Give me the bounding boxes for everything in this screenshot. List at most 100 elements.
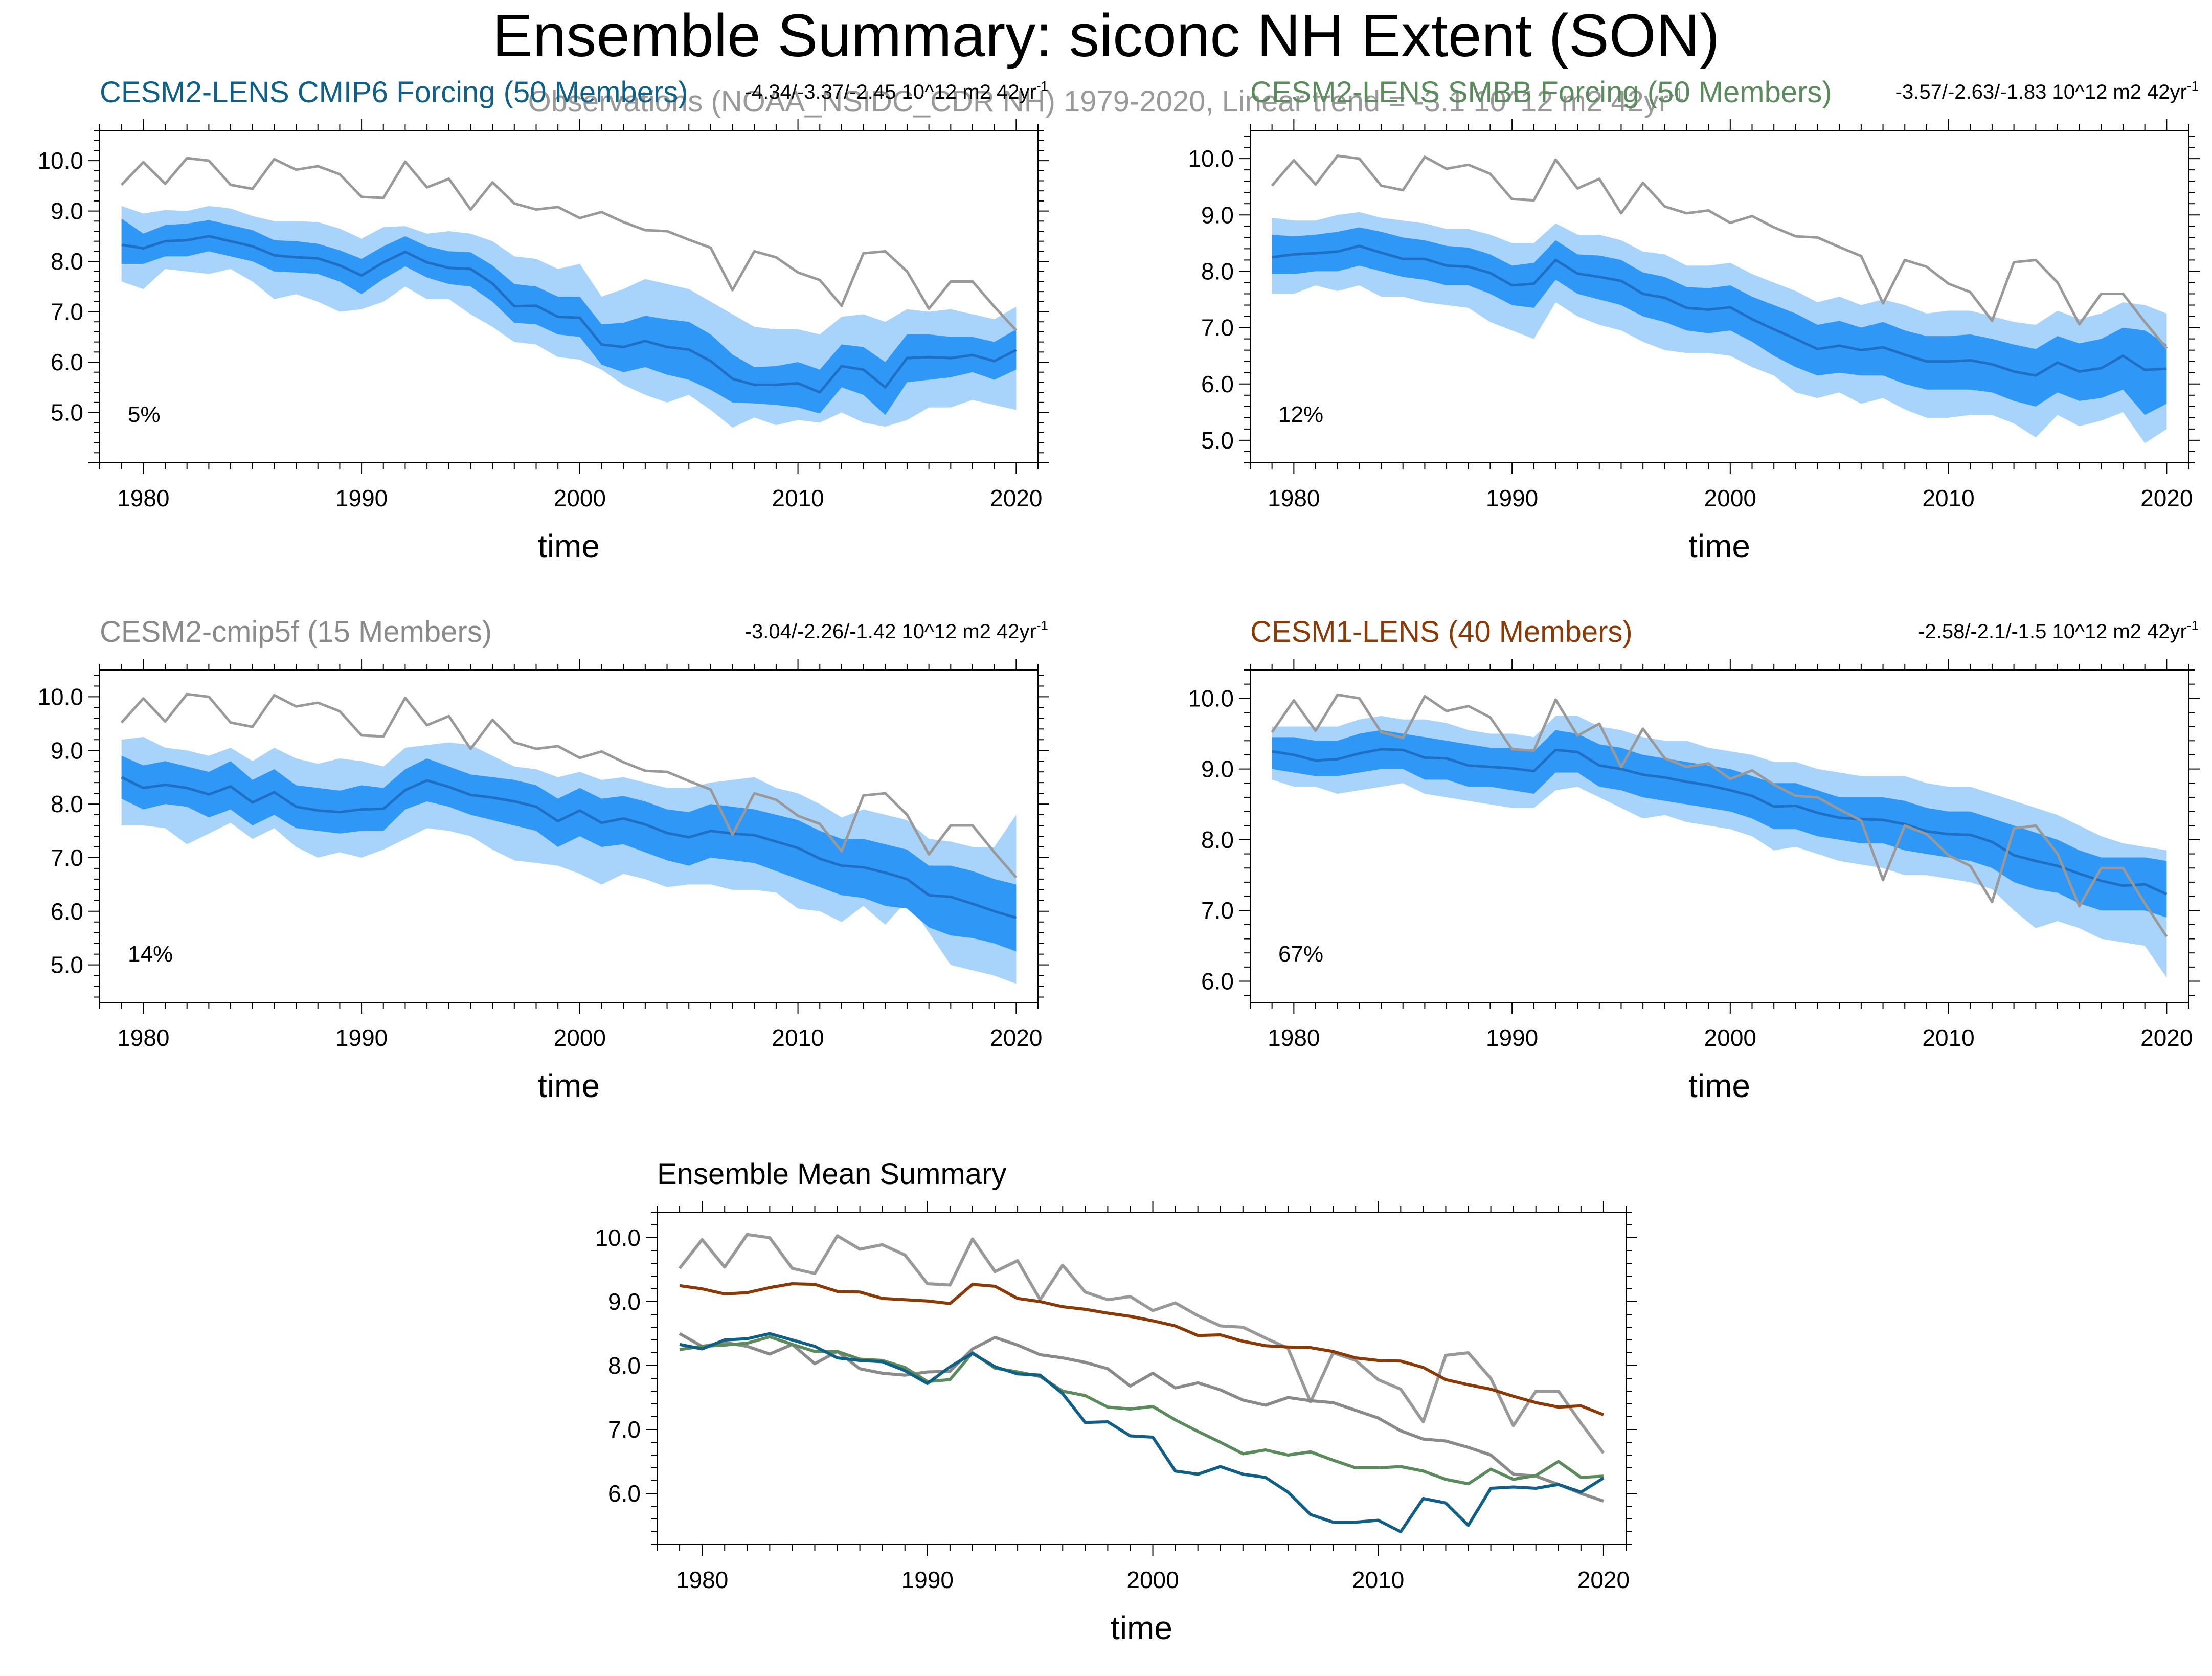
percent-label: 5% (128, 402, 161, 427)
x-tick-label: 1990 (1486, 485, 1538, 511)
ensemble-mean-line (1272, 748, 2168, 896)
y-tick-label: 10.0 (1188, 685, 1234, 711)
y-tick-label: 10.0 (37, 683, 83, 710)
x-tick-label: 1980 (1268, 1024, 1320, 1051)
observations-line (120, 692, 1018, 879)
y-tick-label: 9.0 (1201, 756, 1234, 783)
x-tick-label: 1980 (676, 1567, 728, 1593)
observations-line (1271, 693, 2168, 937)
x-tick-label: 2010 (1352, 1567, 1404, 1593)
y-tick-label: 9.0 (51, 198, 83, 225)
y-tick-label: 5.0 (51, 952, 83, 978)
x-tick-label: 2020 (990, 1024, 1042, 1051)
y-tick-label: 10.0 (1188, 145, 1234, 172)
series-line-cesm2-lens-cmip6 (679, 1332, 1605, 1533)
x-tick-label: 2000 (554, 1024, 606, 1051)
trend-label-text: -4.34/-3.37/-2.45 10^12 m2 42yr (745, 81, 1036, 103)
y-tick-label: 8.0 (1201, 258, 1234, 284)
panel-cesm1: 6.0 7.0 8.0 9.0 10.0 1980 1990 2000 2010 2020 time… (1188, 615, 2200, 1104)
y-tick-label: 6.0 (608, 1480, 641, 1507)
trend-label-text: -3.04/-2.26/-1.42 10^12 m2 42yr (745, 620, 1036, 643)
observations-line (120, 157, 1018, 331)
series-line-cesm2-cmip5f (679, 1332, 1604, 1503)
x-tick-label: 2020 (990, 485, 1042, 511)
series-line-cesm2-lens-smbb (679, 1335, 1604, 1486)
y-tick-label: 6.0 (51, 349, 83, 375)
ensemble-mean-line (121, 235, 1017, 394)
x-tick-label: 2010 (1922, 1024, 1974, 1051)
trend-label-text: -2.58/-2.1/-1.5 10^12 m2 42yr (1918, 620, 2187, 643)
x-tick-label: 2020 (2140, 485, 2193, 511)
x-tick-label: 1980 (117, 1024, 169, 1051)
x-axis-label: time (1111, 1610, 1172, 1646)
x-tick-label: 2020 (1577, 1567, 1630, 1593)
percent-label: 14% (128, 942, 173, 967)
y-tick-label: 6.0 (51, 898, 83, 925)
ensemble-iqr-band (121, 755, 1017, 952)
y-tick-label: 7.0 (1201, 315, 1234, 341)
y-tick-label: 7.0 (608, 1416, 641, 1443)
x-tick-label: 1990 (1486, 1024, 1538, 1051)
y-tick-label: 9.0 (1201, 202, 1234, 228)
trend-label-exponent: -1 (1036, 78, 1048, 94)
x-tick-label: 2000 (554, 485, 606, 511)
y-tick-label: 10.0 (595, 1224, 641, 1251)
x-tick-label: 1980 (1268, 485, 1320, 511)
trend-label: -4.34/-3.37/-2.45 10^12 m2 42yr-1 (745, 78, 1048, 103)
x-tick-label: 2000 (1126, 1567, 1179, 1593)
trend-label-exponent: -1 (1036, 618, 1048, 633)
x-axis-label: time (1688, 528, 1750, 565)
y-tick-label: 8.0 (51, 248, 83, 275)
x-axis-label: time (1688, 1067, 1750, 1104)
x-tick-label: 1990 (335, 1024, 388, 1051)
y-tick-label: 8.0 (1201, 826, 1234, 853)
series-line-cesm1-lens (679, 1282, 1605, 1417)
panel-title: CESM2-LENS CMIP6 Forcing (50 Members) (100, 76, 688, 109)
y-tick-label: 6.0 (1201, 968, 1234, 995)
trend-label-exponent: -1 (2187, 618, 2199, 633)
ensemble-iqr-band (1272, 227, 2167, 415)
panel-cmip6: 5.0 6.0 7.0 8.0 9.0 10.0 1980 1990 2000 2010 2020 t… (37, 76, 1049, 565)
trend-label-exponent: -1 (2187, 78, 2199, 94)
x-tick-label: 1990 (335, 485, 388, 511)
observations-label-text: Observations (NOAA_NSIDC_CDR NH) 1979-20… (528, 85, 1669, 118)
x-axis-label: time (538, 1067, 600, 1104)
percent-label: 67% (1278, 942, 1323, 967)
y-tick-label: 6.0 (1201, 371, 1234, 397)
observations-label-exponent: -1 (1668, 85, 1684, 104)
x-tick-label: 2000 (1704, 1024, 1756, 1051)
y-tick-label: 5.0 (1201, 427, 1234, 454)
y-tick-label: 5.0 (51, 399, 83, 426)
y-tick-label: 8.0 (608, 1352, 641, 1379)
panel-smbb: 5.0 6.0 7.0 8.0 9.0 10.0 1980 1990 2000 2010 2020 t… (1188, 76, 2200, 565)
y-tick-label: 9.0 (608, 1288, 641, 1315)
y-tick-label: 10.0 (37, 147, 83, 174)
panel-summary: 6.0 7.0 8.0 9.0 10.0 1980 1990 2000 2010 2020 time… (595, 1157, 1637, 1646)
y-tick-label: 7.0 (51, 844, 83, 871)
panel-cmip5f: 5.0 6.0 7.0 8.0 9.0 10.0 1980 1990 2000 2010 2020 t… (37, 615, 1049, 1104)
x-tick-label: 1980 (117, 485, 169, 511)
ensemble-iqr-band (1272, 730, 2167, 918)
trend-label: -3.04/-2.26/-1.42 10^12 m2 42yr-1 (745, 618, 1048, 643)
series-line-observations (678, 1233, 1605, 1455)
percent-label: 12% (1278, 402, 1323, 427)
y-tick-label: 7.0 (1201, 897, 1234, 924)
trend-label: -2.58/-2.1/-1.5 10^12 m2 42yr-1 (1918, 618, 2199, 643)
ensemble-mean-line (121, 776, 1017, 919)
x-tick-label: 1990 (901, 1567, 954, 1593)
panel-title: CESM1-LENS (40 Members) (1250, 615, 1633, 649)
trend-label: -3.57/-2.63/-1.83 10^12 m2 42yr-1 (1895, 78, 2199, 103)
ensemble-mean-line (1272, 244, 2167, 377)
y-tick-label: 8.0 (51, 791, 83, 817)
panel-title: CESM2-LENS SMBB Forcing (50 Members) (1250, 76, 1832, 109)
x-tick-label: 2010 (1922, 485, 1974, 511)
x-tick-label: 2000 (1704, 485, 1756, 511)
trend-label-text: -3.57/-2.63/-1.83 10^12 m2 42yr (1895, 81, 2187, 103)
x-axis-label: time (538, 528, 600, 565)
y-tick-label: 7.0 (51, 299, 83, 325)
observations-label: Observations (NOAA_NSIDC_CDR NH) 1979-20… (528, 85, 1684, 118)
x-tick-label: 2020 (2140, 1024, 2193, 1051)
panel-title: CESM2-cmip5f (15 Members) (100, 615, 492, 649)
y-tick-label: 9.0 (51, 737, 83, 764)
